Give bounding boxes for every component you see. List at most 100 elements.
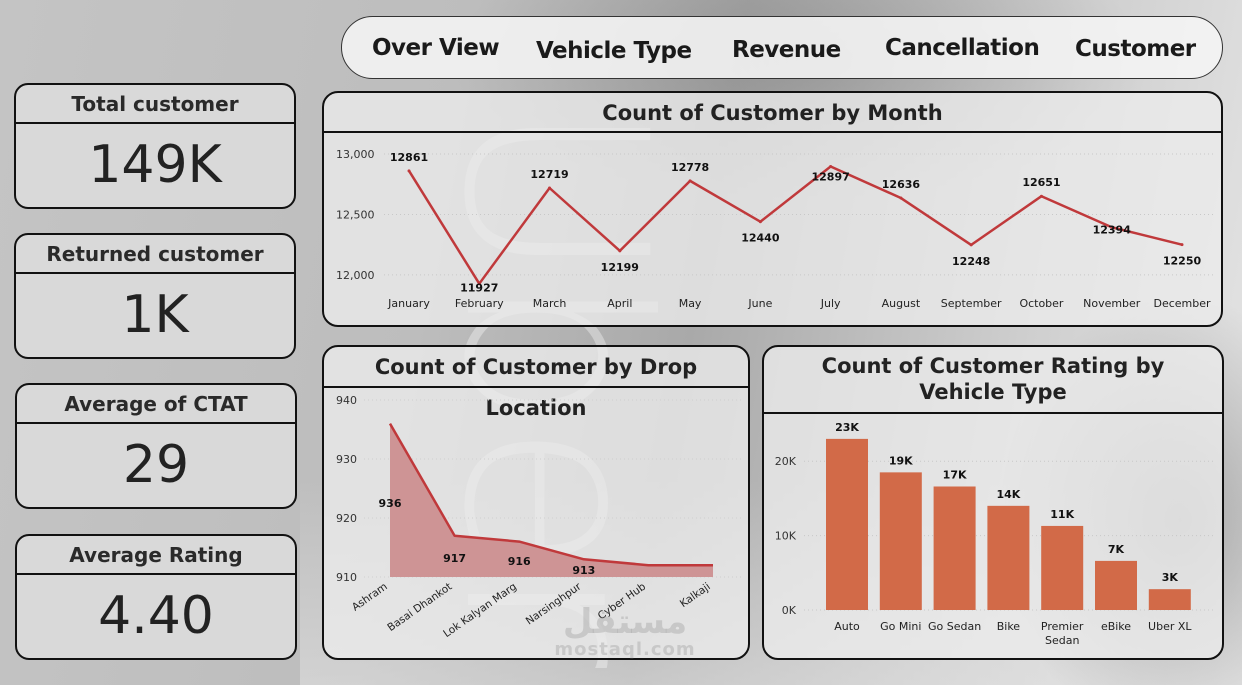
data-label: 14K [996,488,1020,501]
data-point [969,243,973,247]
data-label: 11927 [460,282,498,295]
data-label: 12897 [811,170,849,183]
x-tick-label: Premier [1041,620,1084,633]
x-tick-label: Basai Dhankot [385,581,454,634]
x-tick-label: August [882,297,921,310]
x-tick-label: June [747,297,772,310]
data-point [758,220,762,224]
nav-tab-customer[interactable]: Customer [1075,36,1196,62]
data-label: 12636 [882,178,921,191]
data-label: 23K [835,421,859,434]
x-tick-label: July [820,297,841,310]
data-point [1180,243,1184,247]
x-tick-label: April [607,297,632,310]
data-point [407,169,411,173]
kpi-title: Average Rating [17,536,295,575]
bar [933,486,976,610]
line-chart-customer-by-month: 12,000 12,500 13,000 12861 January 11927 Febru… [336,148,1214,310]
y-tick-label: 13,000 [336,148,375,161]
y-tick-label: 910 [336,571,357,584]
bar [987,505,1030,610]
x-tick-label: Go Mini [880,620,921,633]
data-label: 12394 [1093,223,1132,236]
x-tick-label: March [533,297,567,310]
data-label: 12248 [952,255,990,268]
x-tick-label: September [941,297,1002,310]
data-label: 3K [1162,571,1179,584]
data-point [1039,194,1043,198]
series-line [388,422,713,567]
data-label: 913 [572,564,595,577]
x-tick-label: Auto [834,620,860,633]
x-tick-label: October [1019,297,1063,310]
data-point [688,179,692,183]
chart-title: Count of Customer Rating by Vehicle Type [764,347,1222,414]
kpi-title: Average of CTAT [17,385,295,424]
x-tick-label: Cyber Hub [596,580,649,622]
area-fill [390,423,713,577]
y-tick-label: 0K [782,604,797,617]
series-line [407,165,1183,285]
panel-rating-by-vehicle-type: Count of Customer Rating by Vehicle Type… [762,345,1224,660]
x-tick-label: May [679,297,702,310]
panel-customer-by-drop-location: Count of Customer by Drop Location 910 92… [322,345,750,660]
bar [1148,589,1191,610]
kpi-value: 29 [122,435,190,495]
data-label: 12861 [390,151,428,164]
nav-tab-revenue[interactable]: Revenue [732,37,841,63]
nav-tab-vehicle-type[interactable]: Vehicle Type [536,38,692,64]
data-label: 936 [379,497,402,510]
y-tick-label: 12,500 [336,208,375,221]
x-tick-label: Narsinghpur [524,580,584,627]
x-tick-label: Ashram [350,581,390,614]
data-point [548,186,552,190]
data-label: 12199 [601,261,639,274]
data-point [829,164,833,168]
kpi-card-returned-customer: Returned customer 1K [14,233,296,359]
top-navigation: Over View Vehicle Type Revenue Cancellat… [341,16,1223,79]
y-tick-label: 12,000 [336,269,375,282]
x-tick-label: January [387,297,430,310]
kpi-card-average-ctat: Average of CTAT 29 [15,383,297,509]
data-label: 12440 [741,232,780,245]
area-chart-customer-by-drop-location: 910 920 930 940 936 Ashram 917 Basai Dhankot 916… [336,394,742,640]
chart-title: Count of Customer by Month [324,93,1221,133]
data-label: 12719 [530,168,568,181]
y-tick-label: 10K [775,530,797,543]
x-tick-label: Uber XL [1148,620,1192,633]
chart-title: Count of Customer by Drop Location [324,347,748,420]
kpi-card-total-customer: Total customer 149K [14,83,296,209]
data-label: 916 [508,555,531,568]
kpi-title: Returned customer [16,235,294,274]
x-tick-label: December [1153,297,1211,310]
y-tick-label: 930 [336,453,357,466]
x-tick-label: February [455,297,504,310]
x-tick-label: Go Sedan [928,620,981,633]
data-label: 11K [1050,508,1074,521]
y-tick-label: 20K [775,455,797,468]
data-label: 7K [1108,543,1125,556]
data-point [618,249,622,253]
x-tick-label: Sedan [1045,634,1079,647]
kpi-value: 4.40 [98,586,214,646]
kpi-card-average-rating: Average Rating 4.40 [15,534,297,660]
nav-tab-overview[interactable]: Over View [372,35,500,61]
bar-chart-rating-by-vehicle-type: 0K 10K 20K 23K Auto 19K Go Mini 17K Go Sedan 14K B… [775,421,1214,647]
nav-tab-cancellation[interactable]: Cancellation [885,35,1040,61]
x-tick-label: Bike [997,620,1021,633]
data-point [899,196,903,200]
x-tick-label: Kalkaji [678,581,713,610]
bar [879,472,922,610]
data-point [477,282,481,286]
data-label: 19K [889,454,913,467]
y-tick-label: 940 [336,394,357,407]
data-point [1110,225,1114,229]
y-tick-label: 920 [336,512,357,525]
panel-customer-by-month: Count of Customer by Month 12,000 12,500 1… [322,91,1223,327]
data-label: 12651 [1022,176,1060,189]
data-label: 917 [443,552,466,565]
bar [1041,525,1084,610]
x-tick-label: November [1083,297,1141,310]
kpi-value: 149K [88,135,222,195]
kpi-title: Total customer [16,85,294,124]
